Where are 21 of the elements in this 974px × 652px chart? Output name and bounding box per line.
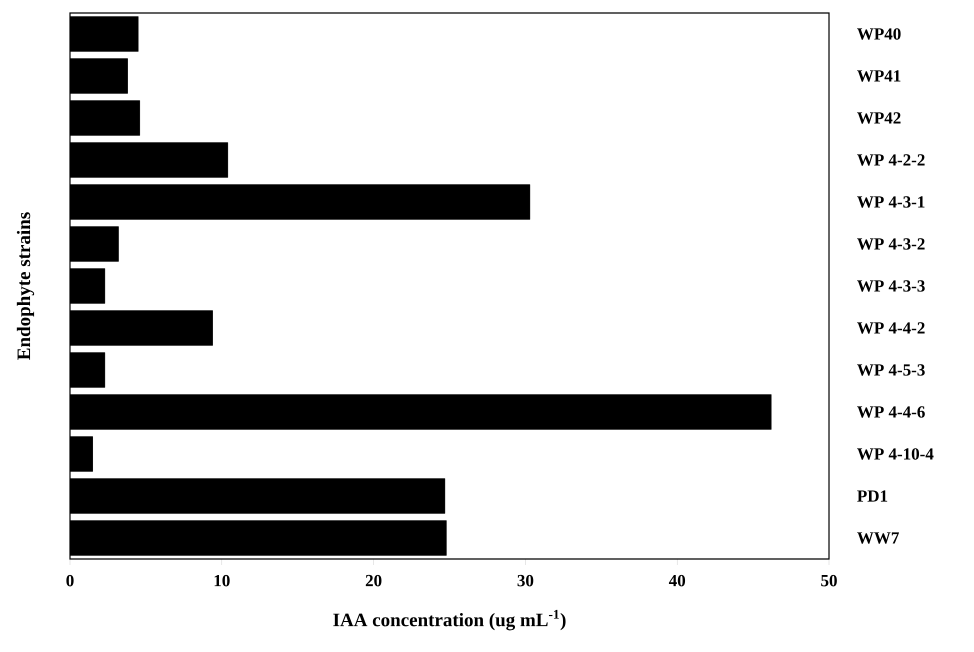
y-tick-label: WP 4-10-4 [857, 448, 934, 460]
y-tick-label: WP41 [857, 70, 900, 82]
y-tick-label: WP 4-3-1 [857, 196, 924, 208]
x-tick-label: 0 [66, 574, 74, 586]
y-tick-label: WP 4-3-3 [857, 280, 925, 292]
y-tick-label: WW7 [857, 532, 899, 544]
x-tick-label: 50 [821, 574, 837, 586]
y-tick-label: WP 4-4-2 [857, 322, 925, 334]
x-tick-label: 10 [214, 574, 230, 586]
y-axis-title: Endophyte strains [16, 212, 34, 360]
y-tick-label: WP 4-4-6 [857, 406, 925, 418]
y-tick-label: WP42 [857, 112, 901, 124]
x-axis-title: IAA concentration (ug mL$^{-1}$) [333, 610, 566, 630]
y-tick-label: PD1 [857, 490, 888, 502]
x-tick-label: 20 [366, 574, 382, 586]
y-tick-label: WP 4-5-3 [857, 364, 925, 376]
y-tick-label: WP 4-2-2 [857, 154, 925, 166]
y-tick-label: WP 4-3-2 [857, 238, 925, 250]
y-tick-label: WP40 [857, 28, 901, 40]
x-tick-label: 30 [518, 574, 534, 586]
x-tick-label: 40 [668, 574, 686, 586]
